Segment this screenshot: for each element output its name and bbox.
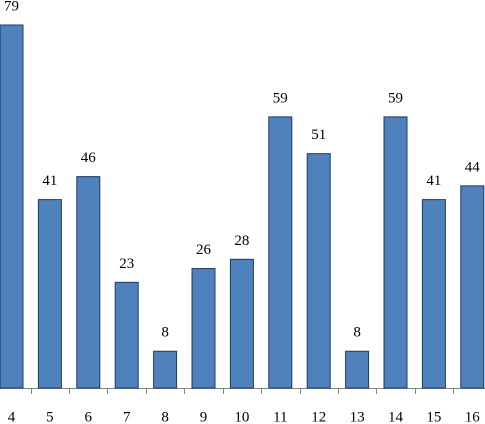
bar (114, 281, 139, 389)
x-tick-label: 11 (273, 409, 287, 424)
value-label: 59 (388, 90, 403, 106)
bar (383, 116, 408, 389)
value-label: 23 (119, 256, 134, 272)
bar (0, 24, 24, 389)
value-label: 28 (234, 233, 249, 249)
x-tick-label: 12 (311, 409, 326, 424)
value-label: 59 (273, 90, 288, 106)
x-tick-label: 13 (350, 409, 365, 424)
x-tick-label: 9 (200, 409, 208, 424)
bar (268, 116, 293, 389)
value-label: 79 (4, 0, 19, 14)
value-label: 8 (161, 325, 169, 341)
x-tick-label: 8 (161, 409, 169, 424)
bar (229, 258, 254, 389)
value-label: 46 (81, 150, 97, 166)
bar (345, 350, 370, 389)
x-tick-label: 4 (8, 409, 16, 424)
bar (37, 199, 62, 389)
x-tick-label: 14 (388, 409, 404, 424)
x-tick-label: 6 (85, 409, 93, 424)
x-tick-label: 7 (123, 409, 131, 424)
bar (153, 350, 178, 389)
value-label: 41 (426, 173, 441, 189)
x-tick-label: 16 (465, 409, 481, 424)
value-label: 8 (353, 325, 361, 341)
value-label: 51 (311, 127, 326, 143)
bar (460, 185, 485, 389)
x-tick-label: 10 (234, 409, 249, 424)
value-label: 41 (42, 173, 57, 189)
x-tick-label: 5 (46, 409, 54, 424)
bar (76, 176, 101, 389)
bar (191, 268, 216, 389)
bar (421, 199, 446, 389)
value-label: 44 (465, 159, 481, 175)
x-tick-label: 15 (426, 409, 441, 424)
value-label: 26 (196, 242, 212, 258)
bar (306, 153, 331, 389)
